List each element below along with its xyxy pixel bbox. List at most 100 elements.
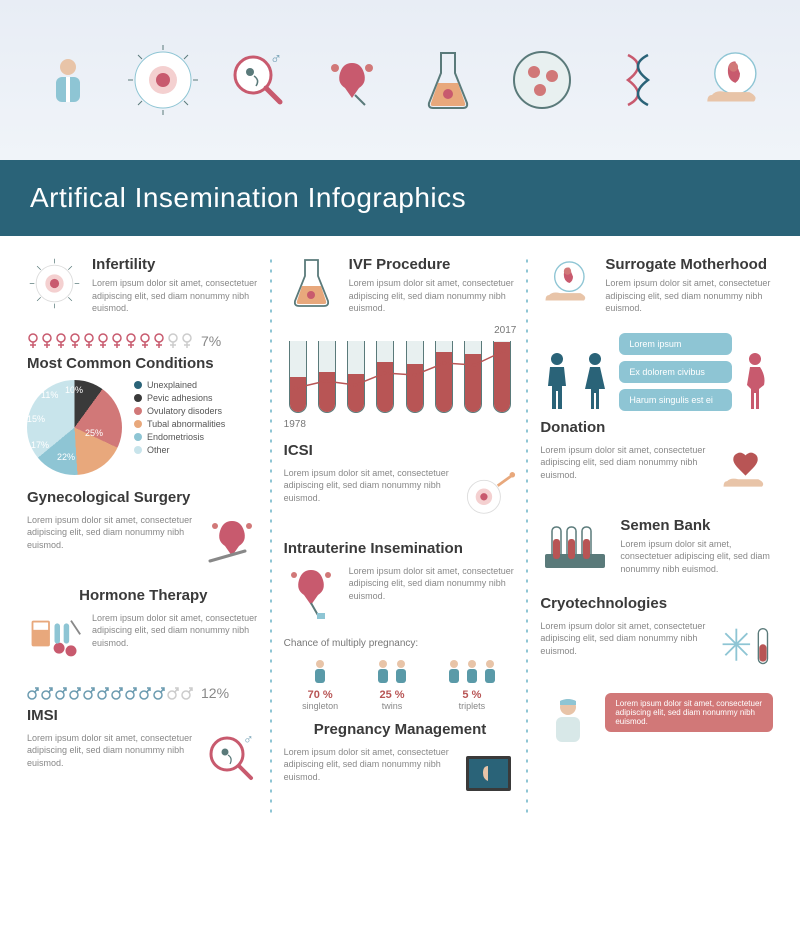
svg-text:♂: ♂ xyxy=(243,732,254,747)
pregnancy-group: 5 %triplets xyxy=(446,659,498,711)
tubes-rack-icon xyxy=(540,517,610,577)
pie-slice-label: 10% xyxy=(65,385,83,395)
female-icon xyxy=(125,333,137,349)
page-title: Artifical Insemination Infographics xyxy=(30,182,770,214)
multi-caption: Chance of multiply pregnancy: xyxy=(284,638,517,649)
female-icon xyxy=(139,333,151,349)
pregmgmt-desc: Lorem ipsum dolor sit amet, consectetuer… xyxy=(284,746,452,784)
donation-desc: Lorem ipsum dolor sit amet, consectetuer… xyxy=(540,444,708,482)
gyn-title: Gynecological Surgery xyxy=(27,489,260,506)
test-tube xyxy=(464,341,482,413)
uterus-syringe-icon xyxy=(284,565,339,620)
donation-title: Donation xyxy=(540,419,773,436)
test-tube xyxy=(406,341,424,413)
male-icon xyxy=(69,685,81,701)
female-icon xyxy=(83,333,95,349)
female-icon xyxy=(111,333,123,349)
pie-slice-label: 11% xyxy=(41,390,58,400)
male-icon xyxy=(83,685,95,701)
female-icon xyxy=(97,333,109,349)
pie-slice-label: 25% xyxy=(85,428,103,438)
male-icon xyxy=(153,685,165,701)
male-icon xyxy=(41,685,53,701)
pregmgmt-title: Pregnancy Management xyxy=(284,721,517,738)
person-icon xyxy=(482,659,498,685)
conditions-title: Most Common Conditions xyxy=(27,355,260,372)
male-percent-value: 12% xyxy=(201,685,229,701)
person-icon xyxy=(312,659,328,685)
magnifier-sperm-icon: ♂ xyxy=(223,45,293,115)
pills-icon xyxy=(27,612,82,667)
male-icon xyxy=(111,685,123,701)
female-icon xyxy=(69,333,81,349)
column-right: Surrogate Motherhood Lorem ipsum dolor s… xyxy=(528,256,785,819)
female-percent-row: 7% xyxy=(27,333,260,349)
test-tube xyxy=(435,341,453,413)
semen-title: Semen Bank xyxy=(620,517,773,534)
bubble-3: Harum singulis est ei xyxy=(619,389,732,411)
year-end: 2017 xyxy=(494,325,516,336)
bubble-1: Lorem ipsum xyxy=(619,333,732,355)
tubes-timeline-chart: 1978 2017 xyxy=(284,333,517,428)
cell-sperm-icon xyxy=(27,256,82,311)
dna-icon xyxy=(603,45,673,115)
title-band: Artifical Insemination Infographics xyxy=(0,160,800,236)
test-tube xyxy=(376,341,394,413)
surrogate-desc: Lorem ipsum dolor sit amet, consectetuer… xyxy=(605,277,773,315)
silhouette-row: Lorem ipsum Ex dolorem civibus Harum sin… xyxy=(540,333,773,411)
magnifier-icon: ♂ xyxy=(205,732,260,787)
male-icon xyxy=(55,685,67,701)
legend-item: Tubal abnormalities xyxy=(134,419,225,429)
iui-desc: Lorem ipsum dolor sit amet, consectetuer… xyxy=(349,565,517,603)
imsi-desc: Lorem ipsum dolor sit amet, consectetuer… xyxy=(27,732,195,770)
nurse-icon xyxy=(540,693,595,748)
section-semen-bank: Semen Bank Lorem ipsum dolor sit amet, c… xyxy=(540,517,773,577)
icsi-desc: Lorem ipsum dolor sit amet, consectetuer… xyxy=(284,467,452,505)
woman-silhouette-icon xyxy=(578,351,613,411)
male-icon xyxy=(97,685,109,701)
female-percent-value: 7% xyxy=(201,333,221,349)
ivf-desc: Lorem ipsum dolor sit amet, consectetuer… xyxy=(349,277,517,315)
test-tube xyxy=(493,341,511,413)
infertility-desc: Lorem ipsum dolor sit amet, consectetuer… xyxy=(92,277,260,315)
ivf-title: IVF Procedure xyxy=(349,256,517,273)
hand-fetus-icon xyxy=(698,45,768,115)
uterus-scalpel-icon xyxy=(205,514,260,569)
multiply-pregnancy-chart: 70 %singleton 25 %twins 5 %triplets xyxy=(284,659,517,711)
test-tube xyxy=(318,341,336,413)
pie-slice-label: 15% xyxy=(27,414,45,424)
year-start: 1978 xyxy=(284,419,306,430)
female-icon xyxy=(27,333,39,349)
legend-item: Pevic adhesions xyxy=(134,393,225,403)
ultrasound-icon xyxy=(461,746,516,801)
female-icon xyxy=(153,333,165,349)
icsi-title: ICSI xyxy=(284,442,517,459)
legend-item: Endometriosis xyxy=(134,432,225,442)
female-icon xyxy=(167,333,179,349)
male-icon xyxy=(125,685,137,701)
snowflake-tube-icon xyxy=(718,620,773,675)
pregnancy-group: 70 %singleton xyxy=(302,659,338,711)
doctor-icon xyxy=(33,45,103,115)
section-infertility: Infertility Lorem ipsum dolor sit amet, … xyxy=(27,256,260,315)
female-icon xyxy=(181,333,193,349)
cryo-desc: Lorem ipsum dolor sit amet, consectetuer… xyxy=(540,620,708,658)
legend-item: Other xyxy=(134,445,225,455)
cell-icon xyxy=(128,45,198,115)
person-icon xyxy=(393,659,409,685)
person-icon xyxy=(375,659,391,685)
female-icon xyxy=(55,333,67,349)
pie-slice-label: 22% xyxy=(57,452,75,462)
cryo-bubble: Lorem ipsum dolor sit amet, consectetuer… xyxy=(605,693,773,732)
pregnancy-group: 25 %twins xyxy=(375,659,409,711)
imsi-title: IMSI xyxy=(27,707,260,724)
person-icon xyxy=(446,659,462,685)
hand-embryo-icon xyxy=(540,256,595,311)
pregnant-silhouette-icon xyxy=(738,351,773,411)
hand-heart-icon xyxy=(718,444,773,499)
uterus-icon xyxy=(318,45,388,115)
male-icon xyxy=(167,685,179,701)
content-grid: Infertility Lorem ipsum dolor sit amet, … xyxy=(0,236,800,839)
male-percent-row: 12% xyxy=(27,685,260,701)
section-ivf: IVF Procedure Lorem ipsum dolor sit amet… xyxy=(284,256,517,315)
